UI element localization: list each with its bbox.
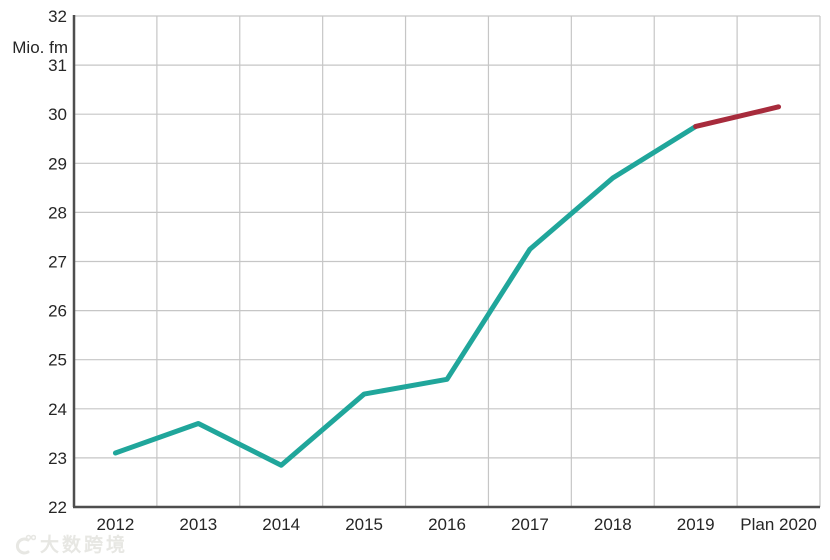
y-tick-label: 23 (48, 449, 67, 468)
x-tick-label: 2017 (511, 515, 549, 534)
y-tick-label: 32 (48, 7, 67, 26)
y-tick-label: 24 (48, 400, 67, 419)
x-tick-label: 2013 (179, 515, 217, 534)
x-tick-label: 2019 (677, 515, 715, 534)
y-tick-label: 29 (48, 154, 67, 173)
y-tick-label: 30 (48, 105, 67, 124)
x-tick-label: 2016 (428, 515, 466, 534)
y-tick-label: 26 (48, 302, 67, 321)
y-tick-label: 31 (48, 56, 67, 75)
x-tick-label: 2014 (262, 515, 300, 534)
series-line-actual (112, 123, 699, 468)
x-tick-label: 2018 (594, 515, 632, 534)
x-tick-label: 2015 (345, 515, 383, 534)
y-tick-label: 27 (48, 252, 67, 271)
series-line-plan (693, 104, 782, 129)
x-tick-label: 2012 (97, 515, 135, 534)
y-axis-unit-label: Mio. fm (12, 38, 68, 57)
y-tick-label: 22 (48, 498, 67, 517)
x-tick-label: Plan 2020 (740, 515, 817, 534)
y-tick-label: 28 (48, 203, 67, 222)
y-tick-label: 25 (48, 351, 67, 370)
